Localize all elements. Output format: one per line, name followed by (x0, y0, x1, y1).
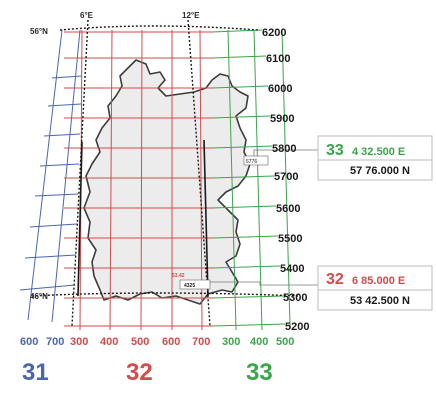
easting-label: 500 (131, 336, 149, 348)
zone-33-label: 33 (246, 359, 273, 386)
callout-north: 33 4 32.500 E 57 76.000 N (317, 135, 433, 181)
northing-label: 6100 (266, 53, 290, 65)
north-location-marker (243, 155, 269, 166)
zone-32-label: 32 (126, 359, 153, 386)
lon-12-label: 12°E (182, 11, 200, 20)
callout-south: 32 6 85.000 E 53 42.500 N (317, 265, 433, 311)
northing-label: 5200 (285, 321, 309, 333)
zone-boundaries (77, 139, 209, 297)
graticule (31, 19, 301, 327)
lon-6-label: 6°E (80, 11, 94, 20)
northing-label: 5400 (280, 263, 304, 275)
easting-label: 400 (250, 336, 268, 348)
south-location-marker (179, 279, 211, 290)
northing-label: 5900 (270, 113, 294, 125)
easting-label: 600 (20, 336, 38, 348)
zone32-easting-labels: 300 400 500 600 700 (70, 336, 210, 348)
northing-label: 6000 (268, 83, 292, 95)
easting-label: 700 (46, 336, 64, 348)
zone33-grid (211, 29, 291, 331)
northing-label: 5700 (274, 171, 298, 183)
lat-46-label: 46°N (30, 292, 48, 301)
northing-label: 6200 (262, 27, 286, 39)
lat-56-label: 56°N (30, 27, 48, 36)
northing-labels: 6200 6100 6000 5900 5800 5700 5600 5500 … (262, 27, 309, 333)
callout-north-zone: 33 (326, 142, 344, 159)
south-marker-label-b: 4325 (184, 283, 195, 289)
easting-label: 400 (100, 336, 118, 348)
easting-label: 300 (222, 336, 240, 348)
northing-label: 5300 (283, 292, 307, 304)
callout-south-northing: 53 42.500 N (350, 295, 410, 307)
northing-label: 5600 (276, 203, 300, 215)
northing-label: 5800 (272, 143, 296, 155)
callout-south-easting: 6 85.000 E (352, 275, 405, 287)
easting-label: 600 (162, 336, 180, 348)
north-marker-label: 5776 (246, 159, 257, 165)
callout-north-northing: 57 76.000 N (350, 165, 410, 177)
zone-31-label: 31 (22, 359, 49, 386)
easting-label: 300 (70, 336, 88, 348)
easting-label: 700 (192, 336, 210, 348)
callout-south-zone: 32 (326, 271, 344, 288)
northing-label: 5500 (278, 233, 302, 245)
south-marker-label-a: 53.42 (172, 273, 185, 279)
zone31-grid (19, 29, 83, 323)
zone33-easting-labels: 300 400 500 (222, 336, 294, 348)
easting-label: 500 (276, 336, 294, 348)
callout-north-easting: 4 32.500 E (352, 146, 405, 158)
zone31-easting-labels: 600 700 (20, 336, 64, 348)
